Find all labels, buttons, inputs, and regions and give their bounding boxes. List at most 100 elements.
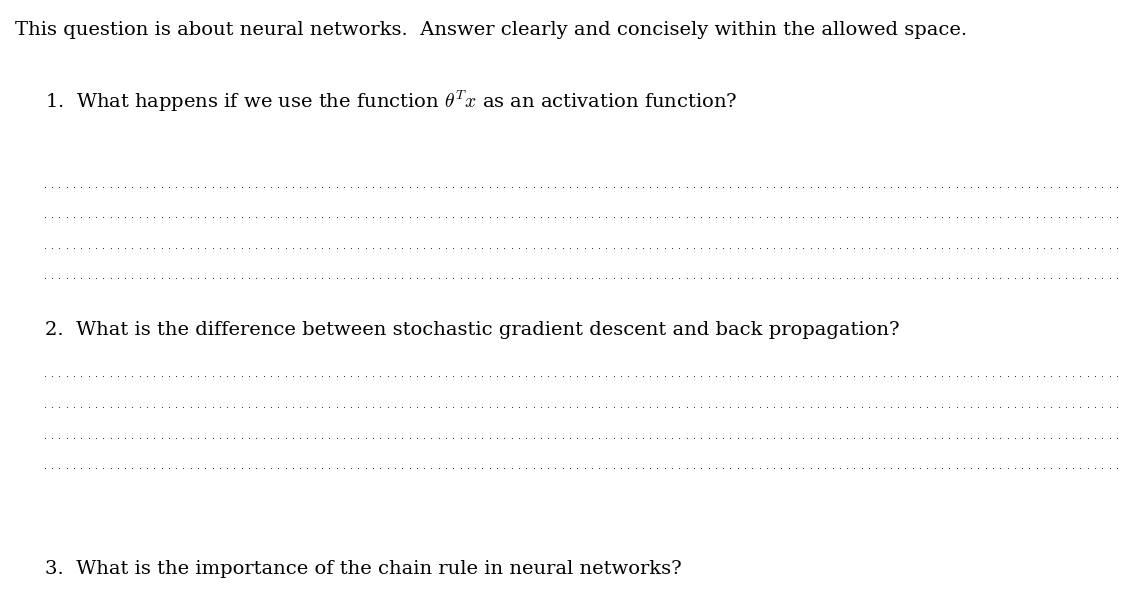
Point — [1049, 274, 1067, 283]
Point — [678, 371, 696, 381]
Point — [816, 433, 834, 442]
Point — [999, 402, 1017, 412]
Point — [962, 433, 981, 442]
Point — [991, 463, 1009, 473]
Point — [153, 371, 171, 381]
Point — [692, 402, 710, 412]
Point — [794, 371, 812, 381]
Point — [1057, 402, 1075, 412]
Point — [116, 371, 134, 381]
Point — [590, 433, 608, 442]
Point — [590, 463, 608, 473]
Point — [1005, 371, 1023, 381]
Point — [123, 433, 141, 442]
Point — [444, 182, 462, 192]
Point — [597, 371, 615, 381]
Point — [553, 243, 571, 253]
Point — [1072, 212, 1089, 222]
Point — [736, 371, 754, 381]
Point — [291, 182, 309, 192]
Point — [72, 182, 91, 192]
Point — [787, 371, 804, 381]
Point — [444, 274, 462, 283]
Point — [692, 371, 710, 381]
Point — [116, 402, 134, 412]
Point — [678, 433, 696, 442]
Point — [459, 182, 477, 192]
Point — [153, 433, 171, 442]
Point — [298, 212, 316, 222]
Point — [583, 433, 601, 442]
Point — [649, 182, 666, 192]
Point — [532, 212, 550, 222]
Point — [801, 274, 819, 283]
Point — [794, 463, 812, 473]
Point — [517, 243, 535, 253]
Point — [218, 463, 236, 473]
Point — [50, 371, 68, 381]
Point — [976, 274, 994, 283]
Point — [882, 402, 900, 412]
Point — [1057, 463, 1075, 473]
Point — [642, 212, 660, 222]
Point — [1093, 433, 1111, 442]
Point — [962, 243, 981, 253]
Point — [204, 182, 222, 192]
Point — [838, 182, 856, 192]
Point — [999, 212, 1017, 222]
Point — [926, 243, 944, 253]
Point — [634, 463, 652, 473]
Point — [466, 274, 484, 283]
Point — [524, 212, 542, 222]
Point — [1093, 274, 1111, 283]
Point — [772, 463, 790, 473]
Point — [233, 433, 251, 442]
Point — [349, 433, 367, 442]
Point — [911, 212, 929, 222]
Point — [451, 274, 469, 283]
Point — [43, 402, 61, 412]
Point — [204, 243, 222, 253]
Point — [787, 182, 804, 192]
Point — [882, 243, 900, 253]
Point — [123, 402, 141, 412]
Point — [459, 463, 477, 473]
Point — [707, 371, 725, 381]
Point — [1064, 243, 1082, 253]
Point — [276, 433, 294, 442]
Point — [626, 433, 644, 442]
Point — [407, 371, 425, 381]
Point — [911, 433, 929, 442]
Point — [940, 274, 958, 283]
Point — [495, 371, 513, 381]
Point — [130, 433, 148, 442]
Point — [736, 463, 754, 473]
Point — [918, 182, 936, 192]
Point — [605, 212, 623, 222]
Point — [130, 274, 148, 283]
Point — [751, 182, 769, 192]
Point — [313, 402, 331, 412]
Point — [940, 212, 958, 222]
Point — [159, 433, 177, 442]
Point — [539, 433, 557, 442]
Point — [1101, 463, 1119, 473]
Point — [80, 402, 98, 412]
Point — [58, 433, 76, 442]
Point — [261, 212, 279, 222]
Point — [298, 433, 316, 442]
Point — [1020, 463, 1038, 473]
Point — [50, 274, 68, 283]
Point — [801, 433, 819, 442]
Point — [859, 243, 877, 253]
Point — [291, 463, 309, 473]
Point — [495, 463, 513, 473]
Point — [393, 463, 411, 473]
Point — [801, 212, 819, 222]
Point — [576, 371, 594, 381]
Point — [36, 402, 54, 412]
Point — [1115, 274, 1122, 283]
Point — [962, 463, 981, 473]
Point — [1005, 402, 1023, 412]
Point — [407, 243, 425, 253]
